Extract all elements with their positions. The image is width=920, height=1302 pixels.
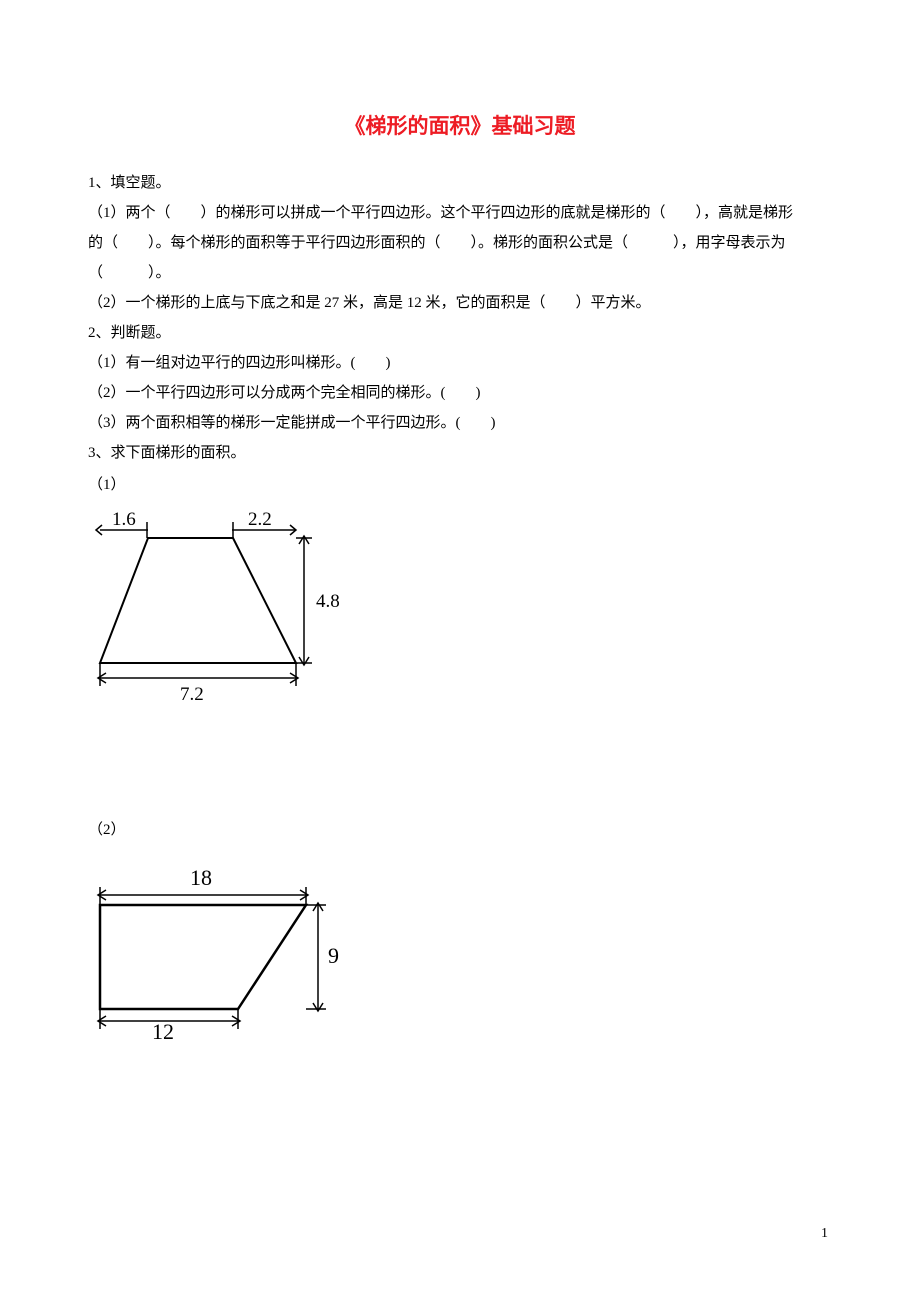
q1-line2: 的（ ）。每个梯形的面积等于平行四边形面积的（ ）。梯形的面积公式是（ ），用字… xyxy=(88,228,832,258)
fig1-bottom-label: 7.2 xyxy=(180,684,204,705)
fig1-top-left-label: 1.6 xyxy=(112,509,136,530)
q3-header: 3、求下面梯形的面积。 xyxy=(88,438,832,468)
trapezoid-figure-2: 18 9 12 xyxy=(88,859,832,1044)
question-2-block: 2、判断题。 （1）有一组对边平行的四边形叫梯形。( ) （2）一个平行四边形可… xyxy=(88,318,832,438)
fig2-bottom-label: 12 xyxy=(152,1019,174,1039)
page-number: 1 xyxy=(821,1226,828,1242)
q2-line1: （1）有一组对边平行的四边形叫梯形。( ) xyxy=(88,348,832,378)
q1-line1: （1）两个（ ）的梯形可以拼成一个平行四边形。这个平行四边形的底就是梯形的（ ）… xyxy=(88,198,832,228)
q3-sub2-label: （2） xyxy=(88,815,832,845)
q2-line2: （2）一个平行四边形可以分成两个完全相同的梯形。( ) xyxy=(88,378,832,408)
q1-header: 1、填空题。 xyxy=(88,168,832,198)
q1-header-text: 、填空题。 xyxy=(96,175,171,191)
question-3-block: 3、求下面梯形的面积。 （1） 1.6 2.2 xyxy=(88,438,832,1044)
q2-header: 2、判断题。 xyxy=(88,318,832,348)
q2-line3: （3）两个面积相等的梯形一定能拼成一个平行四边形。( ) xyxy=(88,408,832,438)
q3-sub1-label: （1） xyxy=(88,470,832,500)
fig1-height-label: 4.8 xyxy=(316,591,340,612)
trapezoid-figure-1: 1.6 2.2 4.8 7. xyxy=(88,508,832,713)
worksheet-title: 《梯形的面积》基础习题 xyxy=(88,110,832,140)
q3-number: 3 xyxy=(88,445,96,461)
q1-line4: （2）一个梯形的上底与下底之和是 27 米，高是 12 米，它的面积是（ ）平方… xyxy=(88,288,832,318)
question-1-block: 1、填空题。 （1）两个（ ）的梯形可以拼成一个平行四边形。这个平行四边形的底就… xyxy=(88,168,832,318)
fig2-top-label: 18 xyxy=(190,865,212,890)
spacer xyxy=(88,713,832,813)
fig1-top-right-label: 2.2 xyxy=(248,509,272,530)
q1-number: 1 xyxy=(88,175,96,191)
q2-header-text: 、判断题。 xyxy=(96,325,171,341)
q1-line3: （ ）。 xyxy=(88,258,832,288)
q2-number: 2 xyxy=(88,325,96,341)
worksheet-content: 《梯形的面积》基础习题 1、填空题。 （1）两个（ ）的梯形可以拼成一个平行四边… xyxy=(0,0,920,1044)
q3-header-text: 、求下面梯形的面积。 xyxy=(96,445,246,461)
fig2-height-label: 9 xyxy=(328,943,339,968)
